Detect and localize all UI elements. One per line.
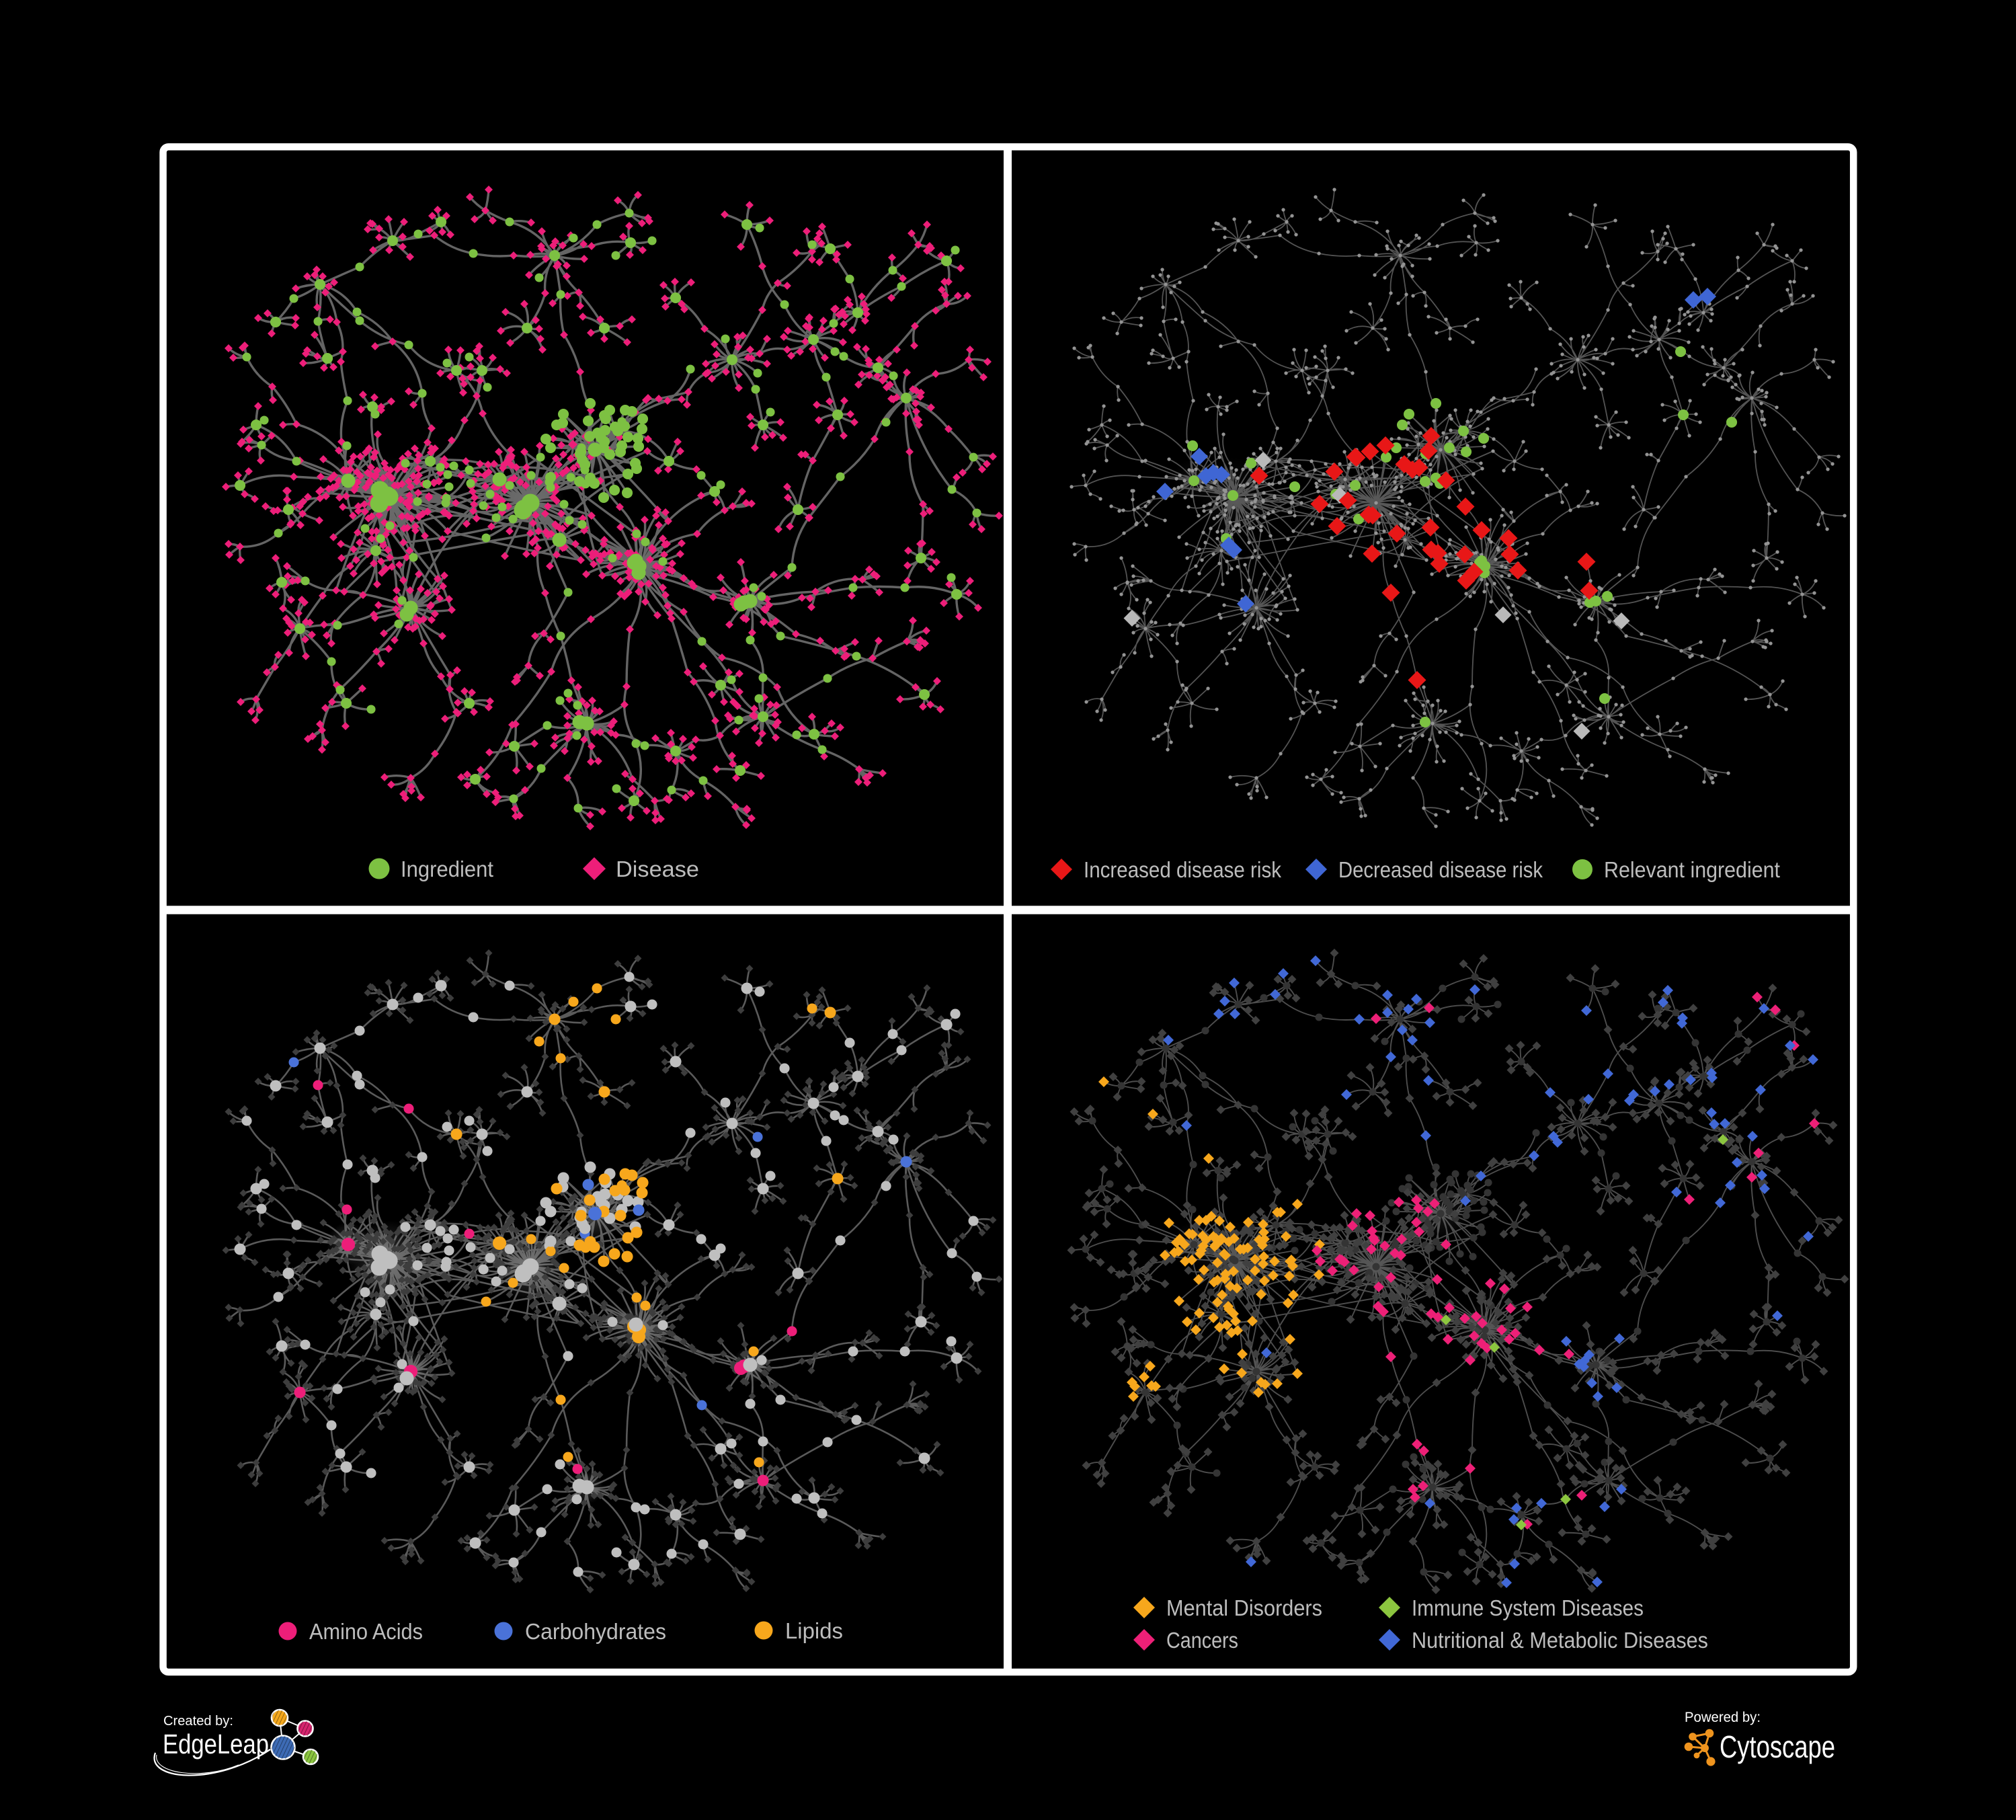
svg-text:Lipids: Lipids: [785, 1618, 843, 1643]
svg-text:Cancers: Cancers: [1166, 1628, 1238, 1653]
svg-text:Cytoscape: Cytoscape: [1720, 1729, 1835, 1764]
svg-text:Powered by:: Powered by:: [1685, 1710, 1761, 1725]
svg-text:Mental Disorders: Mental Disorders: [1166, 1595, 1322, 1620]
svg-text:Disease: Disease: [616, 857, 699, 881]
svg-text:Increased disease risk: Increased disease risk: [1084, 857, 1281, 882]
svg-text:Decreased disease risk: Decreased disease risk: [1338, 857, 1543, 882]
svg-text:Nutritional & Metabolic Diseas: Nutritional & Metabolic Diseases: [1412, 1628, 1708, 1653]
svg-text:Relevant ingredient: Relevant ingredient: [1604, 857, 1780, 882]
svg-text:Created by:: Created by:: [163, 1714, 233, 1729]
svg-text:Carbohydrates: Carbohydrates: [525, 1619, 666, 1644]
svg-text:Amino Acids: Amino Acids: [309, 1619, 423, 1644]
svg-text:Immune System Diseases: Immune System Diseases: [1412, 1595, 1644, 1620]
svg-text:Ingredient: Ingredient: [401, 857, 493, 881]
svg-text:EdgeLeap: EdgeLeap: [163, 1729, 269, 1759]
